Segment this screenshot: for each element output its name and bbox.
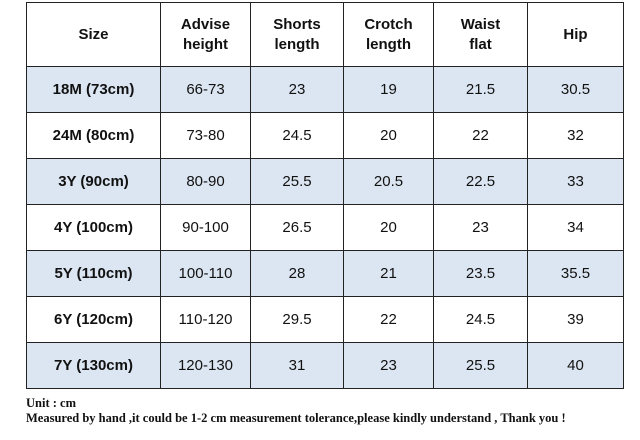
value-cell: 31 [250, 342, 344, 389]
value-cell: 25.5 [433, 342, 528, 389]
header-cell: Crotch length [343, 2, 434, 67]
table-body: 18M (73cm) 66-73 23 19 21.5 30.5 24M (80cm) 73-… [26, 66, 624, 389]
value-cell: 26.5 [250, 204, 344, 251]
table-row: 4Y (100cm) 90-100 26.5 20 23 34 [26, 204, 624, 251]
value-cell: 24.5 [250, 112, 344, 159]
value-cell: 24.5 [433, 296, 528, 343]
value-cell: 90-100 [160, 204, 251, 251]
value-cell: 34 [527, 204, 624, 251]
header-cell: Size [26, 2, 161, 67]
note-line: Measured by hand ,it could be 1-2 cm mea… [26, 411, 566, 425]
size-cell: 5Y (110cm) [26, 250, 161, 297]
header-row: Size Advise height Shorts length Crotch len… [26, 2, 624, 67]
table-row: 7Y (130cm) 120-130 31 23 25.5 40 [26, 342, 624, 389]
size-cell: 6Y (120cm) [26, 296, 161, 343]
value-cell: 20.5 [343, 158, 434, 205]
size-cell: 7Y (130cm) [26, 342, 161, 389]
value-cell: 23.5 [433, 250, 528, 297]
value-cell: 23 [343, 342, 434, 389]
value-cell: 120-130 [160, 342, 251, 389]
table-row: 5Y (110cm) 100-110 28 21 23.5 35.5 [26, 250, 624, 297]
value-cell: 80-90 [160, 158, 251, 205]
value-cell: 21 [343, 250, 434, 297]
value-cell: 30.5 [527, 66, 624, 113]
header-cell: Shorts length [250, 2, 344, 67]
table-row: 18M (73cm) 66-73 23 19 21.5 30.5 [26, 66, 624, 113]
size-table: Size Advise height Shorts length Crotch len… [26, 2, 624, 389]
table-row: 24M (80cm) 73-80 24.5 20 22 32 [26, 112, 624, 159]
value-cell: 32 [527, 112, 624, 159]
size-cell: 18M (73cm) [26, 66, 161, 113]
table-row: 3Y (90cm) 80-90 25.5 20.5 22.5 33 [26, 158, 624, 205]
value-cell: 22 [433, 112, 528, 159]
value-cell: 100-110 [160, 250, 251, 297]
value-cell: 66-73 [160, 66, 251, 113]
note-line: Unit : cm [26, 396, 76, 410]
value-cell: 22.5 [433, 158, 528, 205]
value-cell: 19 [343, 66, 434, 113]
value-cell: 35.5 [527, 250, 624, 297]
value-cell: 73-80 [160, 112, 251, 159]
value-cell: 20 [343, 204, 434, 251]
size-cell: 24M (80cm) [26, 112, 161, 159]
size-cell: 3Y (90cm) [26, 158, 161, 205]
header-cell: Advise height [160, 2, 251, 67]
value-cell: 23 [433, 204, 528, 251]
value-cell: 29.5 [250, 296, 344, 343]
header-cell: Waist flat [433, 2, 528, 67]
value-cell: 20 [343, 112, 434, 159]
value-cell: 39 [527, 296, 624, 343]
header-cell: Hip [527, 2, 624, 67]
value-cell: 33 [527, 158, 624, 205]
value-cell: 28 [250, 250, 344, 297]
value-cell: 22 [343, 296, 434, 343]
notes: Unit : cm Measured by hand ,it could be 1… [26, 396, 566, 426]
value-cell: 23 [250, 66, 344, 113]
value-cell: 21.5 [433, 66, 528, 113]
value-cell: 40 [527, 342, 624, 389]
value-cell: 25.5 [250, 158, 344, 205]
size-cell: 4Y (100cm) [26, 204, 161, 251]
table-row: 6Y (120cm) 110-120 29.5 22 24.5 39 [26, 296, 624, 343]
value-cell: 110-120 [160, 296, 251, 343]
